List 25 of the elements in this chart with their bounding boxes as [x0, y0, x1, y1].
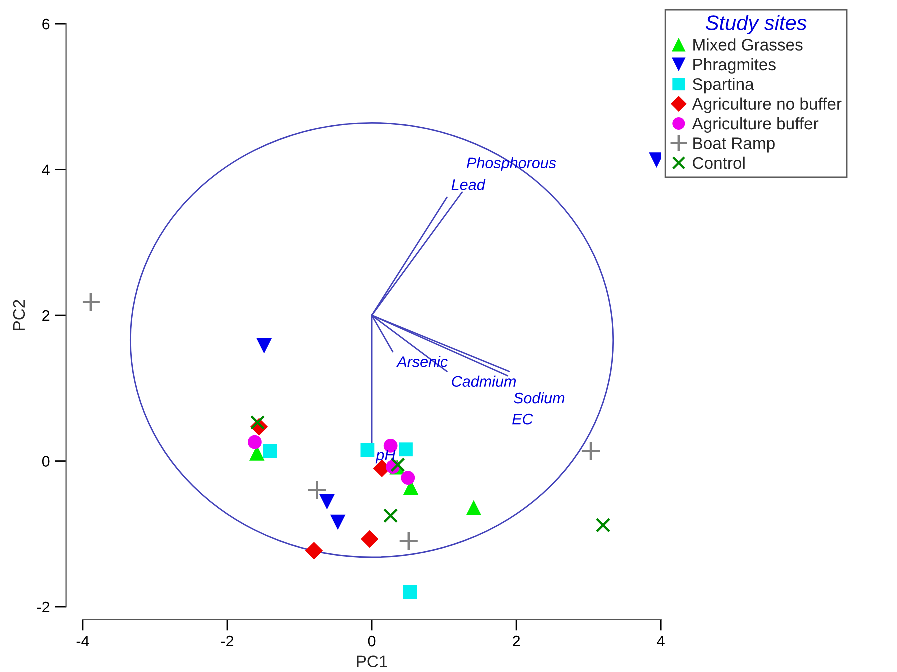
- legend-title: Study sites: [706, 15, 807, 34]
- legend-label: Agriculture no buffer: [692, 98, 842, 114]
- legend-label: Agriculture buffer: [692, 117, 819, 134]
- legend-label: Control: [693, 156, 745, 170]
- x-tick-label: -4: [76, 636, 90, 647]
- annotation: EC: [512, 414, 534, 425]
- y-tick-label: 6: [42, 18, 50, 30]
- annotation: pH: [376, 450, 396, 464]
- annotation: Cadmium: [452, 376, 516, 388]
- y-tick-label: 0: [42, 456, 50, 467]
- legend-label: Phragmites: [694, 58, 776, 74]
- legend-label: Boat Ramp: [694, 138, 775, 153]
- legend-label: Spartina: [693, 78, 754, 94]
- x-tick-label: 4: [657, 636, 665, 647]
- y-tick-label: 4: [42, 164, 50, 176]
- x-tick-label: 0: [368, 636, 376, 647]
- y-tick-label: -2: [37, 602, 50, 613]
- annotation: Sodium: [514, 392, 565, 404]
- y-axis-title: PC2: [13, 300, 26, 330]
- x-axis-title: PC1: [357, 656, 388, 668]
- x-tick-label: 2: [513, 636, 520, 647]
- x-tick-label: -2: [221, 636, 234, 647]
- legend-label: Mixed Grasses: [694, 38, 803, 51]
- y-tick-label: 2: [42, 310, 50, 322]
- annotation: Lead: [452, 179, 486, 190]
